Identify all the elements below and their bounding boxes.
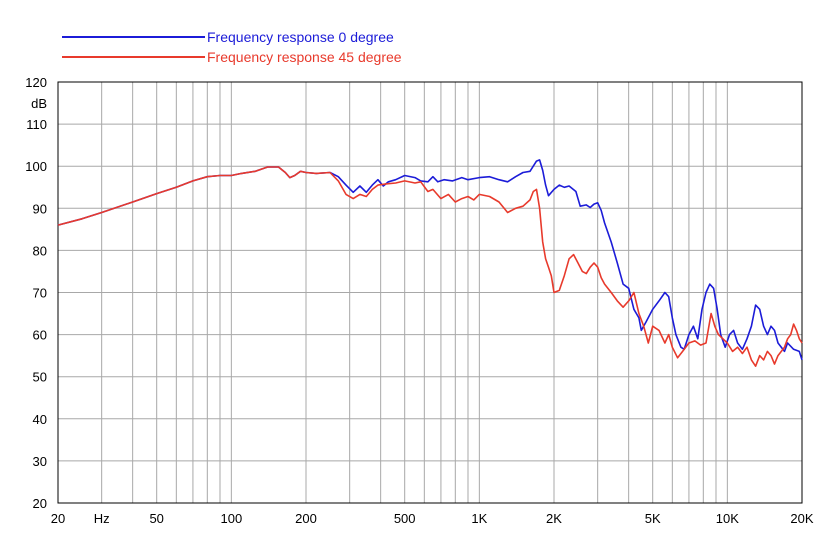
legend-label-0-degree: Frequency response 0 degree bbox=[207, 29, 394, 45]
y-tick-label: 120 bbox=[25, 75, 47, 90]
x-tick-label: 10K bbox=[716, 511, 739, 526]
series-line-45-degree bbox=[57, 166, 803, 367]
x-tick-label: 20K bbox=[790, 511, 813, 526]
y-tick-label: 50 bbox=[33, 370, 47, 385]
x-tick-label: 2K bbox=[546, 511, 562, 526]
y-tick-label: 90 bbox=[33, 201, 47, 216]
y-tick-label: 80 bbox=[33, 243, 47, 258]
legend-label-45-degree: Frequency response 45 degree bbox=[207, 49, 402, 65]
plot-frame bbox=[57, 81, 803, 504]
y-axis: 20 30 40 50 60 70 80 90 100 110 120 bbox=[25, 75, 47, 511]
y-tick-label: 70 bbox=[33, 286, 47, 301]
y-tick-label: 30 bbox=[33, 454, 47, 469]
y-axis-unit-label: dB bbox=[31, 96, 47, 111]
legend: Frequency response 0 degree Frequency re… bbox=[62, 29, 402, 65]
x-tick-label: 1K bbox=[471, 511, 487, 526]
x-tick-label: 50 bbox=[149, 511, 163, 526]
y-tick-label: 110 bbox=[26, 117, 47, 132]
x-axis: 20 Hz 50 100 200 500 1K 2K 5K 10K 20K bbox=[51, 511, 814, 526]
x-tick-label: 20 bbox=[51, 511, 65, 526]
x-tick-label: 500 bbox=[394, 511, 416, 526]
x-tick-label: 200 bbox=[295, 511, 317, 526]
x-tick-label: 5K bbox=[645, 511, 661, 526]
y-tick-label: 20 bbox=[33, 496, 47, 511]
grid bbox=[58, 82, 802, 503]
x-tick-label: Hz bbox=[94, 511, 110, 526]
y-tick-label: 40 bbox=[33, 412, 47, 427]
y-tick-label: 100 bbox=[25, 159, 47, 174]
series-lines bbox=[57, 159, 803, 367]
x-tick-label: 100 bbox=[220, 511, 242, 526]
y-tick-label: 60 bbox=[33, 328, 47, 343]
